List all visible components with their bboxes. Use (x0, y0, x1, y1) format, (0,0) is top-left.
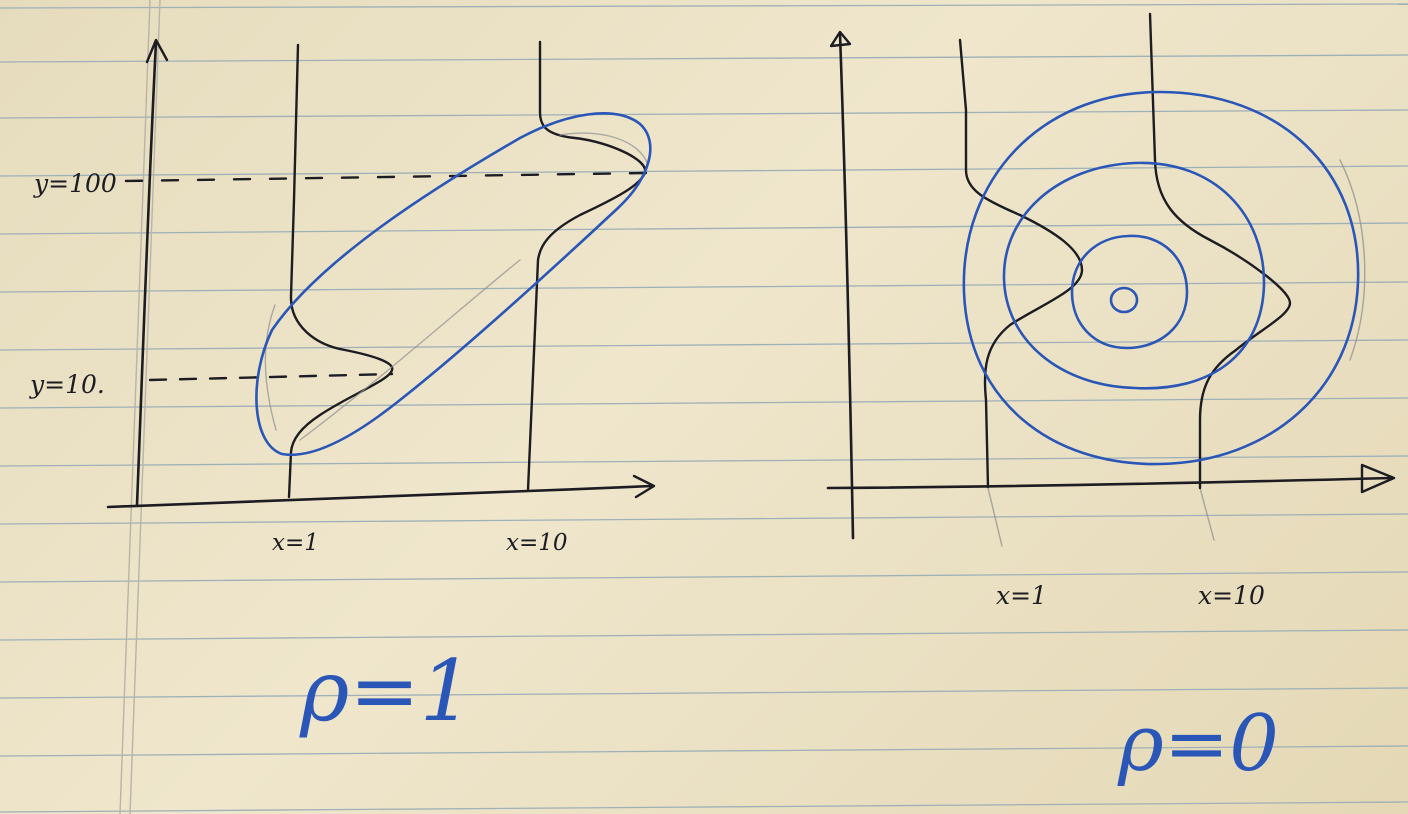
left-x-axis-arrow (632, 474, 656, 499)
margin-line (129, 0, 161, 814)
margin-lines (119, 0, 161, 814)
x-label-10: x=10 (1198, 581, 1265, 610)
right-panel: x=1 x=10 ρ=0 (826, 12, 1396, 789)
y-label-10: y=10. (29, 370, 105, 399)
left-panel: y=100 y=10. x=1 x=10 ρ=1 (29, 38, 656, 740)
x-label-1: x=1 (272, 530, 319, 556)
rule-line (0, 745, 1408, 757)
contour-ellipse-correlated (255, 112, 652, 457)
rule-line (0, 801, 1408, 813)
contour-circle-center (1109, 286, 1139, 314)
right-x-axis (826, 476, 1394, 490)
rule-line (0, 687, 1408, 699)
density-curve-x1 (287, 43, 394, 499)
dashed-line-y10 (148, 372, 394, 382)
left-y-axis-arrow (145, 38, 169, 64)
rule-line (0, 222, 1408, 235)
rule-line (0, 629, 1408, 641)
contour-circle-outer (962, 90, 1360, 466)
left-y-axis (135, 40, 158, 507)
right-x-axis-arrow (1360, 463, 1396, 494)
density-curve-x10 (1148, 12, 1292, 490)
pencil-sketch (987, 159, 1366, 547)
margin-line (119, 0, 151, 814)
dashed-line-y100 (124, 171, 648, 183)
pencil-sketch (264, 132, 649, 441)
right-y-axis (838, 32, 855, 540)
density-curve-x10 (526, 40, 647, 492)
rule-line (0, 397, 1408, 409)
contour-circle-inner (1070, 234, 1189, 350)
rule-line (0, 165, 1408, 177)
rule-line (0, 281, 1408, 293)
rule-line (0, 571, 1408, 583)
y-label-100: y=100 (33, 169, 117, 198)
rule-line (0, 109, 1408, 119)
x-label-10: x=10 (506, 530, 568, 556)
rule-line (0, 339, 1408, 351)
x-label-1: x=1 (996, 581, 1047, 610)
rule-line (0, 3, 1408, 9)
rule-line (0, 54, 1408, 63)
contour-circle-middle (1002, 161, 1266, 390)
rho-label-1: ρ=1 (299, 642, 473, 740)
rule-line (0, 513, 1408, 525)
density-curve-x1 (958, 38, 1084, 489)
ruled-lines (0, 3, 1408, 813)
rule-line (0, 455, 1408, 467)
left-x-axis (106, 484, 654, 509)
rho-label-0: ρ=0 (1117, 699, 1279, 789)
right-y-axis-arrow (829, 30, 852, 48)
